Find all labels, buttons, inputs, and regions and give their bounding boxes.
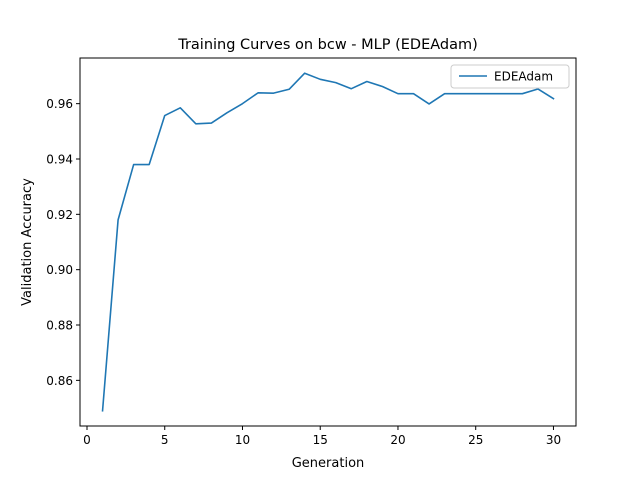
data-point bbox=[179, 107, 181, 109]
data-point bbox=[413, 93, 415, 95]
x-axis: 0 5 10 15 20 25 30 bbox=[83, 426, 561, 447]
data-point bbox=[475, 93, 477, 95]
data-point bbox=[117, 219, 119, 221]
x-tick-label: 30 bbox=[546, 433, 561, 447]
data-point bbox=[304, 72, 306, 74]
x-tick-label: 15 bbox=[313, 433, 328, 447]
data-point bbox=[133, 164, 135, 166]
y-axis-label: Validation Accuracy bbox=[20, 178, 35, 306]
y-tick-label: 0.86 bbox=[46, 374, 73, 388]
x-tick-label: 0 bbox=[83, 433, 91, 447]
data-point bbox=[257, 92, 259, 94]
x-tick-label: 20 bbox=[390, 433, 405, 447]
data-point bbox=[522, 93, 524, 95]
data-point bbox=[148, 164, 150, 166]
series-line-edeadam bbox=[101, 72, 555, 412]
data-point bbox=[273, 92, 275, 94]
x-tick-label: 25 bbox=[468, 433, 483, 447]
x-axis-label: Generation bbox=[292, 456, 365, 471]
data-point bbox=[164, 115, 166, 117]
data-point bbox=[335, 82, 337, 84]
y-tick-label: 0.96 bbox=[46, 97, 73, 111]
data-point bbox=[428, 103, 430, 105]
data-point bbox=[397, 93, 399, 95]
data-point bbox=[506, 93, 508, 95]
legend-label: EDEAdam bbox=[494, 70, 553, 84]
y-tick-label: 0.94 bbox=[46, 152, 73, 166]
legend: EDEAdam bbox=[450, 64, 570, 89]
x-tick-label: 10 bbox=[235, 433, 250, 447]
data-point bbox=[319, 79, 321, 81]
y-axis: 0.86 0.88 0.90 0.92 0.94 0.96 bbox=[46, 97, 80, 388]
data-point bbox=[366, 81, 368, 83]
plot-area bbox=[101, 72, 555, 412]
data-point bbox=[553, 98, 555, 100]
data-point bbox=[242, 103, 244, 105]
chart-title: Training Curves on bcw - MLP (EDEAdam) bbox=[177, 37, 478, 53]
data-point bbox=[195, 123, 197, 125]
data-point bbox=[490, 93, 492, 95]
data-point bbox=[444, 93, 446, 95]
data-point bbox=[226, 112, 228, 114]
y-tick-label: 0.88 bbox=[46, 319, 73, 333]
data-point bbox=[288, 88, 290, 90]
axes-frame bbox=[79, 57, 577, 427]
data-point bbox=[382, 86, 384, 88]
y-tick-label: 0.92 bbox=[46, 208, 73, 222]
data-point bbox=[211, 122, 213, 124]
data-point bbox=[351, 88, 353, 90]
y-tick-label: 0.90 bbox=[46, 263, 73, 277]
data-point bbox=[102, 410, 104, 412]
legend-box bbox=[450, 64, 570, 89]
x-tick-label: 5 bbox=[161, 433, 169, 447]
data-point bbox=[459, 93, 461, 95]
